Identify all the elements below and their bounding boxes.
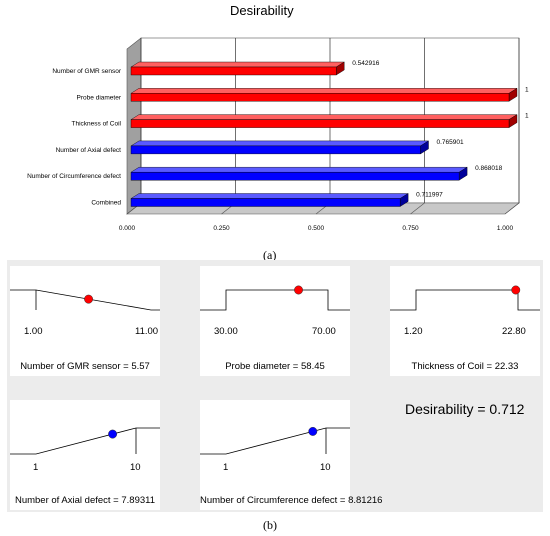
ramp-setting-label: Number of GMR sensor = 5.57 <box>20 361 150 372</box>
value-label: 1 <box>525 86 529 93</box>
ramp-high-label: 11.00 <box>135 326 159 337</box>
x-tick-labels: 0.000 0.250 0.500 0.750 1.000 <box>119 225 514 232</box>
category-label: Number of GMR sensor <box>52 68 121 75</box>
x-tick-label: 0.000 <box>119 225 136 232</box>
caption-a: (a) <box>263 248 277 262</box>
ramp-graph <box>390 285 540 311</box>
desirability-bar-chart: Desirability Number of GMR sensor Probe d… <box>27 3 529 232</box>
category-label: Combined <box>91 200 121 207</box>
ramp-panel: 1.00 11.00 Number of GMR sensor = 5.57 <box>10 266 160 376</box>
ramp-panel: 1 10 Number of Axial defect = 7.89311 <box>10 400 160 510</box>
chart-bars <box>130 61 518 207</box>
value-label: 0.765901 <box>437 139 464 146</box>
floor-gridline <box>504 202 520 215</box>
ramp-line <box>390 289 540 311</box>
value-label: 0.868018 <box>475 165 502 172</box>
setting-dot <box>84 294 94 304</box>
desirability-summary: Desirability = 0.712 <box>405 401 525 417</box>
category-label: Number of Circumference defect <box>27 173 121 180</box>
setting-dot <box>108 429 118 439</box>
caption-b: (b) <box>263 518 277 532</box>
chart-title: Desirability <box>230 3 294 18</box>
value-label: 0.711997 <box>416 192 443 199</box>
x-tick-label: 0.500 <box>308 225 325 232</box>
category-labels: Number of GMR sensor Probe diameter Thickn… <box>27 68 122 207</box>
ramp-low-label: 1 <box>33 462 39 473</box>
ramp-line <box>200 289 350 311</box>
value-label: 1 <box>525 113 529 120</box>
floor-gridline <box>410 202 425 215</box>
ramp-graph <box>10 427 160 455</box>
category-label: Number of Axial defect <box>56 147 122 154</box>
ramp-line <box>10 427 160 455</box>
x-tick-label: 0.250 <box>213 225 230 232</box>
bar <box>130 87 518 102</box>
value-label: 0.542916 <box>352 60 379 67</box>
bar <box>130 193 409 207</box>
setting-dot <box>294 285 303 295</box>
ramp-setting-label: Number of Axial defect = 7.89311 <box>14 495 156 506</box>
ramp-setting-label: Thickness of Coil = 22.33 <box>411 361 519 372</box>
ramp-high-label: 22.80 <box>502 326 526 337</box>
bar <box>130 61 345 76</box>
category-label: Probe diameter <box>77 94 122 101</box>
ramp-graph <box>200 285 350 311</box>
category-label: Thickness of Coil <box>72 121 122 128</box>
x-tick-label: 1.000 <box>497 225 514 232</box>
ramp-high-label: 70.00 <box>312 326 336 337</box>
ramp-low-label: 1.00 <box>24 326 43 337</box>
ramp-line <box>10 289 160 311</box>
ramp-panel: 1.20 22.80 Thickness of Coil = 22.33 <box>390 266 540 376</box>
setting-dot <box>511 285 521 295</box>
ramp-line <box>200 427 350 455</box>
ramp-graph <box>200 426 350 455</box>
ramp-setting-label: Number of Circumference defect = 8.81216 <box>200 495 383 506</box>
x-tick-label: 0.750 <box>402 225 419 232</box>
ramp-low-label: 1 <box>223 462 229 473</box>
ramp-graph <box>10 289 160 311</box>
ramp-low-label: 30.00 <box>214 326 238 337</box>
ramp-panel: 1 10 Number of Circumference defect = 8.81… <box>200 400 383 510</box>
ramp-high-label: 10 <box>320 462 331 473</box>
ramp-panel: 30.00 70.00 Probe diameter = 58.45 <box>200 266 350 376</box>
bar <box>130 114 518 128</box>
value-labels: 0.542916 1 1 0.765901 0.868018 0.711997 <box>352 60 529 199</box>
ramp-low-label: 1.20 <box>404 326 423 337</box>
bar <box>130 166 468 181</box>
bar <box>130 140 430 155</box>
setting-dot <box>308 426 318 436</box>
ramp-high-label: 10 <box>130 462 141 473</box>
ramp-setting-label: Probe diameter = 58.45 <box>225 361 325 372</box>
